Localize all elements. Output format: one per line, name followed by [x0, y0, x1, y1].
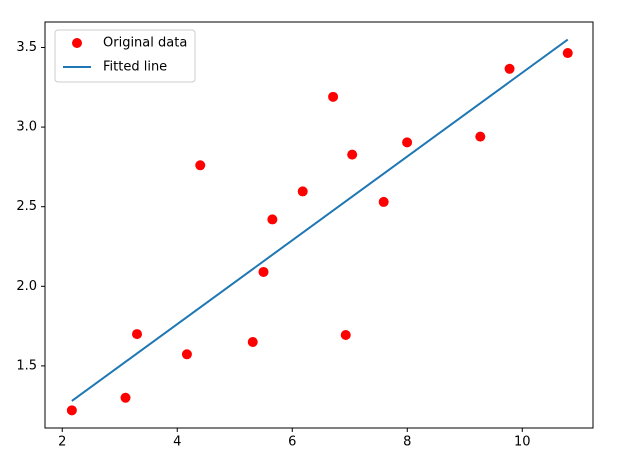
legend-swatch	[72, 38, 82, 48]
data-point	[132, 329, 143, 340]
data-point	[562, 48, 573, 59]
data-point	[66, 405, 77, 416]
data-point	[258, 266, 269, 277]
legend-label: Original data	[103, 36, 187, 51]
data-point	[504, 63, 515, 74]
x-tick-label: 6	[288, 435, 296, 450]
data-point	[120, 392, 131, 403]
x-tick-label: 10	[514, 435, 531, 450]
x-tick-label: 8	[403, 435, 411, 450]
y-tick-label: 3.5	[16, 40, 37, 55]
y-tick-label: 2.0	[16, 279, 37, 294]
data-point	[475, 131, 486, 142]
data-point	[195, 160, 206, 171]
y-tick-label: 1.5	[16, 358, 37, 373]
data-point	[378, 196, 389, 207]
data-point	[297, 186, 308, 197]
data-point	[340, 330, 351, 341]
plot-frame	[44, 21, 594, 429]
data-point	[247, 337, 258, 348]
data-point	[328, 91, 339, 102]
data-point	[347, 149, 358, 160]
data-point	[402, 137, 413, 148]
data-point	[181, 349, 192, 360]
legend-box	[54, 29, 196, 83]
y-tick-label: 2.5	[16, 199, 37, 214]
fitted-line	[71, 38, 569, 402]
y-tick-label: 3.0	[16, 120, 37, 135]
legend-label: Fitted line	[103, 60, 167, 75]
legend: Original data Fitted line	[54, 29, 196, 83]
x-tick-label: 2	[58, 435, 66, 450]
x-tick-label: 4	[173, 435, 181, 450]
data-point	[267, 214, 278, 225]
